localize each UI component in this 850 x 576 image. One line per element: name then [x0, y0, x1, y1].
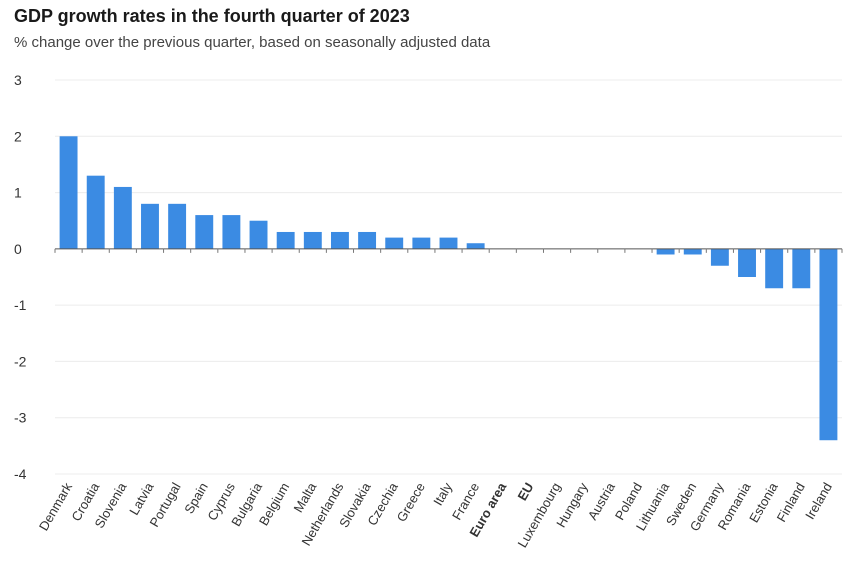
- y-tick-label: 3: [14, 72, 22, 88]
- gridlines: [55, 79, 842, 475]
- bar[interactable]: [412, 237, 431, 249]
- bar[interactable]: [439, 237, 458, 249]
- y-tick-label: -1: [14, 297, 27, 313]
- bar[interactable]: [330, 231, 349, 249]
- y-tick-label: 0: [14, 241, 22, 257]
- bar[interactable]: [222, 215, 241, 249]
- y-tick-label: -4: [14, 466, 27, 482]
- bar[interactable]: [276, 231, 295, 249]
- bar[interactable]: [765, 248, 784, 289]
- y-axis: 3 2 1 0 -1 -2 -3 -4: [14, 72, 27, 482]
- y-tick-label: -3: [14, 410, 27, 426]
- bar[interactable]: [792, 248, 811, 289]
- bar[interactable]: [466, 243, 485, 249]
- bar[interactable]: [141, 203, 159, 249]
- bar[interactable]: [249, 220, 268, 249]
- bar[interactable]: [738, 248, 756, 277]
- bar[interactable]: [168, 203, 187, 249]
- chart-title: GDP growth rates in the fourth quarter o…: [14, 6, 410, 26]
- chart-subtitle: % change over the previous quarter, base…: [14, 34, 491, 51]
- x-tick-label: EU: [514, 480, 536, 503]
- bar[interactable]: [303, 231, 322, 249]
- x-tick-label: Italy: [430, 480, 455, 509]
- bar[interactable]: [385, 237, 404, 249]
- bar[interactable]: [819, 248, 838, 441]
- bar[interactable]: [656, 248, 675, 255]
- bar[interactable]: [59, 136, 78, 249]
- bar[interactable]: [683, 248, 702, 255]
- bar[interactable]: [113, 186, 132, 249]
- bar[interactable]: [358, 231, 377, 249]
- zero-baseline: [54, 248, 843, 253]
- bar[interactable]: [710, 248, 729, 266]
- x-axis: DenmarkCroatiaSloveniaLatviaPortugalSpai…: [36, 479, 835, 550]
- y-tick-label: 2: [14, 128, 22, 144]
- x-tick-label: Ireland: [802, 480, 835, 522]
- y-tick-label: -2: [14, 353, 27, 369]
- x-tick-label: Denmark: [36, 480, 76, 534]
- bar[interactable]: [195, 215, 214, 249]
- bars: [59, 136, 838, 441]
- bar[interactable]: [86, 175, 105, 249]
- y-tick-label: 1: [14, 185, 22, 201]
